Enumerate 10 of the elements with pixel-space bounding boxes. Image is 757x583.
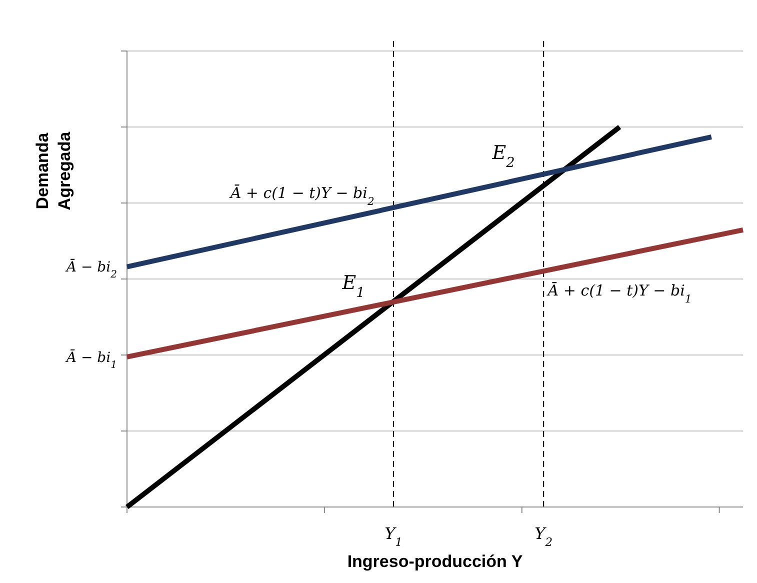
- annotation: E$_{1}$: [341, 272, 365, 301]
- annotation: Ā − bi$_{2}$: [64, 258, 117, 280]
- series-label: Ā + c(1 − t)Y − bi$_{1}$: [546, 281, 692, 305]
- annotation: E$_{2}$: [491, 142, 515, 171]
- annotation: Ā − bi$_{1}$: [64, 348, 117, 370]
- x-tick-label: Y$_{2}$: [534, 524, 553, 549]
- y-axis-title: Demanda Agregada: [33, 131, 74, 210]
- x-axis-title: Ingreso-producción Y: [347, 552, 524, 571]
- series-label: Ā + c(1 − t)Y − bi$_{2}$: [228, 184, 374, 208]
- x-tick-label: Y$_{1}$: [384, 524, 402, 549]
